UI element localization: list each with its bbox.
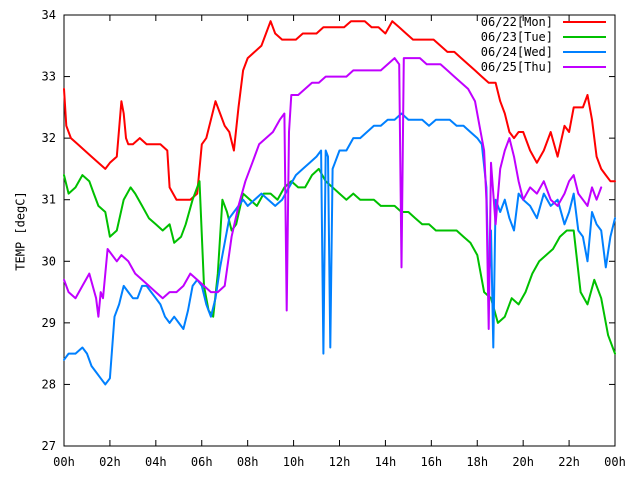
- y-tick-label: 34: [42, 8, 56, 22]
- x-tick-label: 04h: [145, 455, 167, 469]
- legend-label: 06/23[Tue]: [481, 30, 553, 44]
- plot-frame: [63, 14, 616, 447]
- series-line-1: [63, 167, 616, 355]
- x-tick-label: 00h: [53, 455, 75, 469]
- y-tick-label: 30: [42, 254, 56, 268]
- y-axis-title: TEMP [degC]: [14, 191, 28, 270]
- x-tick-label: 12h: [329, 455, 351, 469]
- y-tick-label: 33: [42, 70, 56, 84]
- axis-ticks: [63, 14, 616, 447]
- y-tick-label: 28: [42, 377, 56, 391]
- x-tick-label: 10h: [283, 455, 305, 469]
- series-lines: [63, 20, 616, 386]
- y-tick-label: 29: [42, 316, 56, 330]
- x-tick-label: 06h: [191, 455, 213, 469]
- legend-label: 06/22[Mon]: [481, 15, 553, 29]
- legend-label: 06/24[Wed]: [481, 45, 553, 59]
- x-tick-label: 00h: [604, 455, 626, 469]
- legend: 06/22[Mon]06/23[Tue]06/24[Wed]06/25[Thu]: [481, 15, 606, 74]
- y-tick-label: 32: [42, 131, 56, 145]
- axis-tick-labels: 00h 02h 04h 06h 08h 10h 12h 14h 16h 18h 20h 22h 00h 2…: [42, 8, 626, 469]
- x-tick-label: 20h: [512, 455, 534, 469]
- x-tick-label: 02h: [99, 455, 121, 469]
- y-tick-label: 31: [42, 193, 56, 207]
- y-tick-label: 27: [42, 439, 56, 453]
- series-line-0: [63, 20, 616, 201]
- x-tick-label: 08h: [237, 455, 259, 469]
- legend-label: 06/25[Thu]: [481, 60, 553, 74]
- x-tick-label: 16h: [420, 455, 442, 469]
- x-tick-label: 14h: [375, 455, 397, 469]
- series-line-2: [63, 112, 616, 386]
- x-tick-label: 22h: [558, 455, 580, 469]
- series-line-3: [63, 57, 603, 330]
- x-tick-label: 18h: [466, 455, 488, 469]
